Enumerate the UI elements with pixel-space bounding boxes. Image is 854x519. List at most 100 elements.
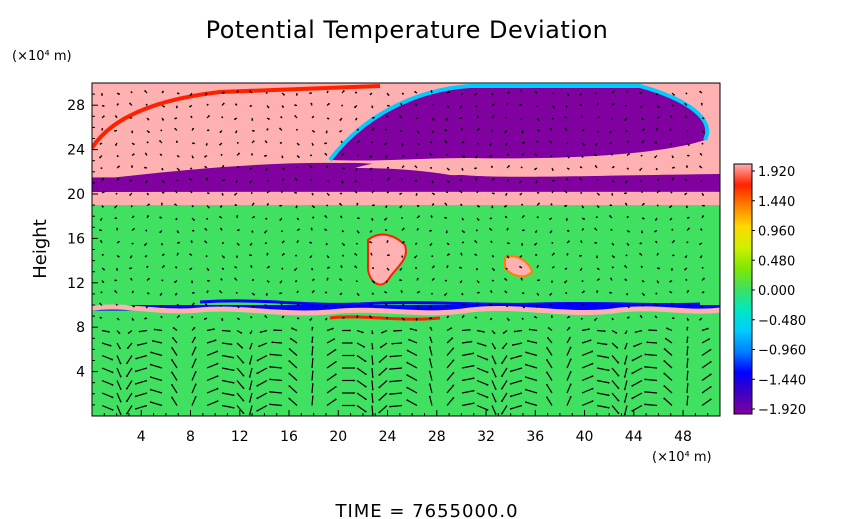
wind-vector-head <box>370 178 373 181</box>
wind-vector-head <box>418 215 420 218</box>
wind-vector-head <box>545 358 548 361</box>
wind-vector-head <box>474 240 477 242</box>
wind-vector-head <box>147 292 150 295</box>
wind-vector-head <box>101 253 104 256</box>
wind-vector-head <box>133 305 135 308</box>
wind-vector-head <box>370 252 373 255</box>
wind-vector-head <box>149 376 152 379</box>
wind-vector-head <box>461 92 463 95</box>
wind-vector <box>135 379 148 385</box>
wind-vector-head <box>609 131 612 134</box>
wind-vector-head <box>415 318 418 321</box>
wind-vector <box>356 380 367 388</box>
wind-vector-head <box>356 315 359 318</box>
wind-vector-head <box>256 397 259 400</box>
wind-vector-head <box>644 365 646 368</box>
wind-vector-head <box>371 106 374 109</box>
wind-vector-head <box>550 155 552 158</box>
wind-vector-head <box>403 155 405 157</box>
wind-vector-head <box>631 359 634 362</box>
wind-vector-head <box>699 318 702 321</box>
wind-vector <box>611 392 619 401</box>
wind-vector-head <box>311 383 314 385</box>
wind-vector-head <box>626 90 629 93</box>
wind-vector <box>356 392 367 400</box>
wind-vector-head <box>357 231 360 234</box>
wind-vector-head <box>189 105 191 108</box>
wind-vector-head <box>206 290 209 293</box>
wind-vector-head <box>265 217 268 220</box>
wind-vector-head <box>416 277 419 280</box>
wind-vector-head <box>238 318 240 321</box>
wind-vector-head <box>269 403 271 406</box>
convective-plume-2 <box>504 255 534 278</box>
wind-vector-head <box>687 144 690 146</box>
wind-vector-head <box>242 374 245 377</box>
wind-vector-head <box>268 265 270 268</box>
colorbar-label: −1.440 <box>758 373 806 388</box>
wind-vector-head <box>387 268 390 271</box>
wind-vector-head <box>219 216 221 218</box>
wind-vector-head <box>580 317 583 320</box>
wind-vector-head <box>343 244 345 246</box>
wind-vector-head <box>125 412 128 415</box>
wind-vector-head <box>288 360 291 362</box>
wind-vector <box>446 360 454 369</box>
wind-vector-head <box>501 362 503 365</box>
wind-vector-head <box>657 281 660 284</box>
wind-vector <box>390 404 403 408</box>
wind-vector-head <box>447 105 450 108</box>
wind-vector-head <box>655 168 658 171</box>
wind-vector-head <box>508 242 510 245</box>
wind-vector-head <box>252 140 255 143</box>
wind-vector <box>356 329 363 333</box>
wind-vector <box>236 380 244 389</box>
wind-vector-head <box>111 383 114 386</box>
wind-vector-head <box>522 215 525 217</box>
wind-vector-head <box>268 118 270 120</box>
wind-vector-head <box>535 181 538 184</box>
wind-vector-head <box>339 202 341 205</box>
wind-vector <box>645 391 658 394</box>
wind-vector-head <box>569 396 572 398</box>
wind-vector-head <box>311 346 314 348</box>
wind-vector-head <box>214 339 217 342</box>
wind-vector-head <box>459 281 462 284</box>
wind-vector-head <box>339 192 342 195</box>
wind-vector-head <box>607 356 610 359</box>
wind-vector-head <box>428 370 431 373</box>
wind-vector <box>150 401 163 407</box>
wind-vector-head <box>248 388 251 391</box>
wind-vector-head <box>400 290 403 292</box>
wind-vector-head <box>171 337 174 339</box>
wind-vector-head <box>192 291 195 294</box>
wind-vector <box>371 342 374 349</box>
wind-vector-head <box>545 396 548 399</box>
wind-vector-head <box>149 388 152 391</box>
wind-vector-head <box>687 216 690 219</box>
x-tick-label: 20 <box>329 429 347 445</box>
wind-vector-head <box>536 216 539 219</box>
wind-vector-head <box>111 358 114 361</box>
wind-vector-head <box>639 242 642 245</box>
wind-vector-head <box>389 405 391 408</box>
wind-vector-head <box>252 202 255 205</box>
wind-vector <box>270 366 283 369</box>
wind-vector-head <box>569 336 571 339</box>
wind-vector-head <box>406 386 409 389</box>
wind-vector-head <box>581 155 584 158</box>
wind-vector-head <box>673 166 675 169</box>
wind-vector-head <box>447 168 450 171</box>
time-readout: TIME = 7655000.0 <box>334 501 518 519</box>
wind-vector-head <box>416 228 419 230</box>
wind-vector-head <box>219 290 221 293</box>
wind-vector-head <box>452 347 455 350</box>
wind-vector <box>249 355 253 364</box>
y-tick-label: 4 <box>76 365 85 381</box>
wind-vector-head <box>445 118 448 121</box>
wind-vector-head <box>610 277 612 280</box>
wind-vector-head <box>687 227 690 230</box>
wind-vector-head <box>671 228 674 231</box>
wind-vector-head <box>448 253 450 256</box>
wind-vector <box>581 375 593 382</box>
